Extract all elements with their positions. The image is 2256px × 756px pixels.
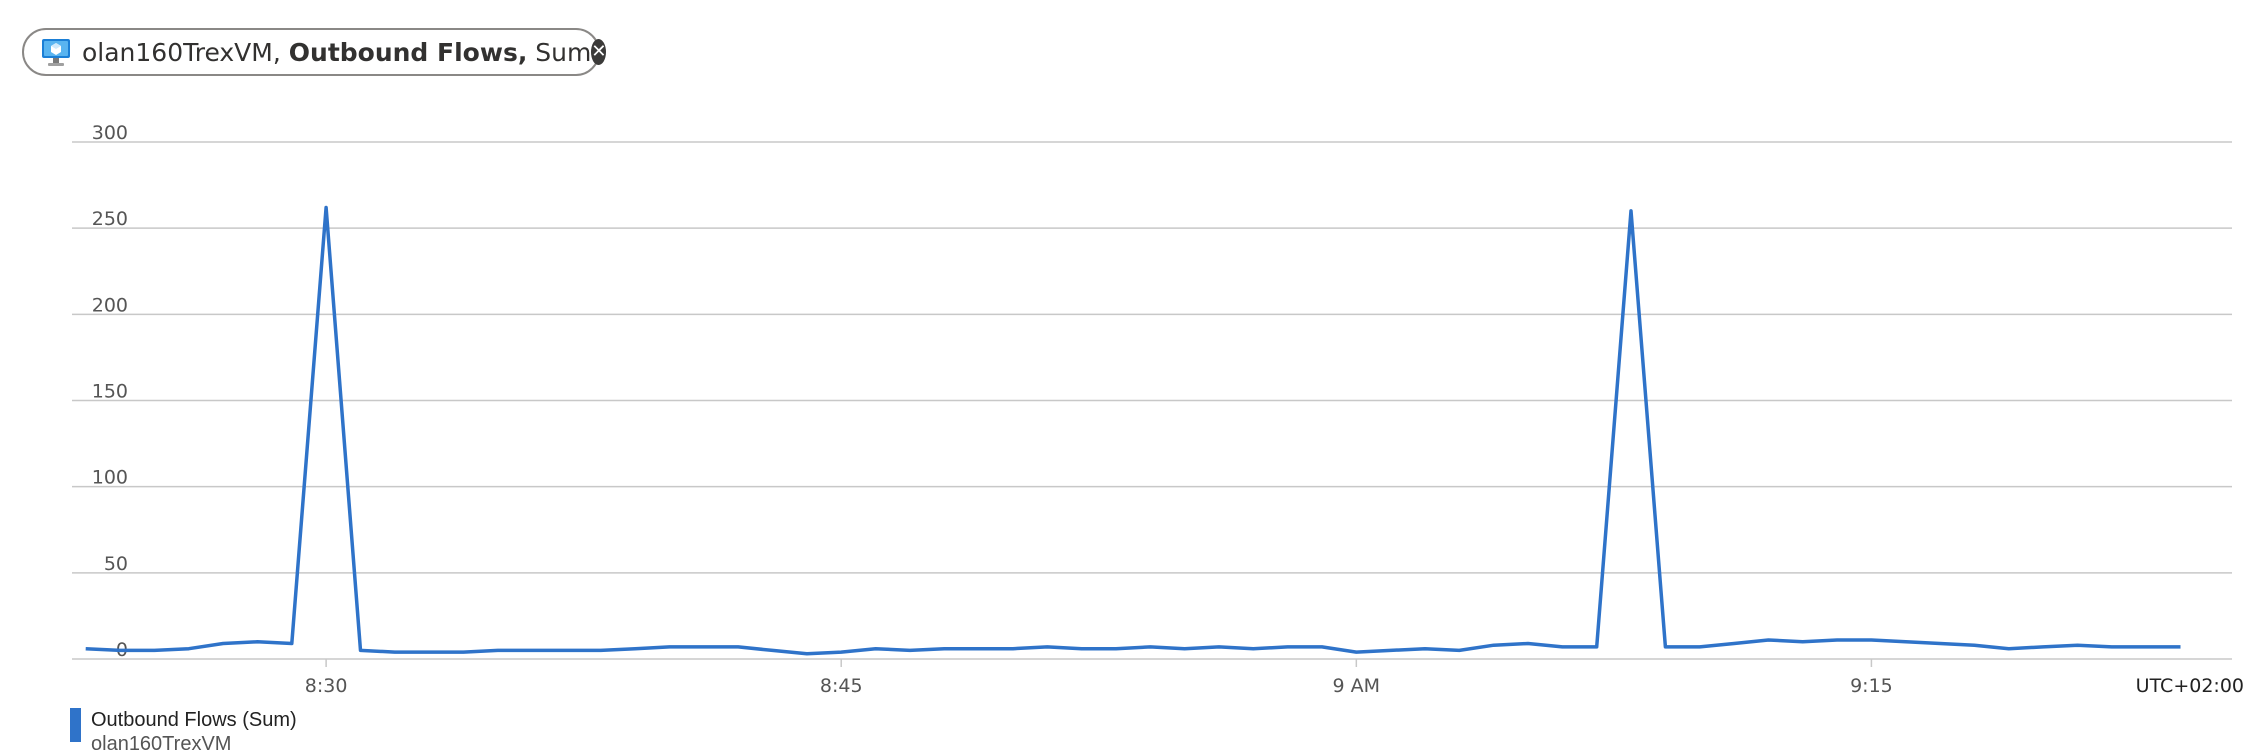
y-tick-label: 300 <box>92 122 128 144</box>
metric-pill[interactable]: olan160TrexVM, Outbound Flows, Sum ✕ <box>22 28 607 76</box>
y-tick-label: 150 <box>92 381 128 403</box>
resource-name: olan160TrexVM, <box>82 37 281 67</box>
x-tick-label: 9 AM <box>1333 675 1381 697</box>
series-line <box>85 205 2181 656</box>
aggregation-name: Sum <box>535 37 592 67</box>
timezone-label: UTC+02:00 <box>2136 675 2244 697</box>
virtual-machine-icon <box>40 36 72 68</box>
legend-label: Outbound Flows (Sum) <box>91 709 297 731</box>
legend-sublabel: olan160TrexVM <box>91 733 232 755</box>
y-tick-label: 100 <box>92 467 128 489</box>
x-tick-label: 9:15 <box>1850 675 1893 697</box>
x-tick-label: 8:45 <box>820 675 863 697</box>
chart-legend[interactable]: Outbound Flows (Sum) olan160TrexVM <box>70 708 297 756</box>
y-tick-label: 200 <box>92 294 128 316</box>
metric-pill-text: olan160TrexVM, Outbound Flows, Sum <box>82 38 591 67</box>
metric-name: Outbound Flows, <box>288 37 528 67</box>
y-tick-label: 250 <box>92 208 128 230</box>
legend-swatch <box>70 708 81 742</box>
close-icon[interactable]: ✕ <box>591 39 607 65</box>
x-tick-label: 8:30 <box>305 675 348 697</box>
y-tick-label: 50 <box>104 553 128 575</box>
